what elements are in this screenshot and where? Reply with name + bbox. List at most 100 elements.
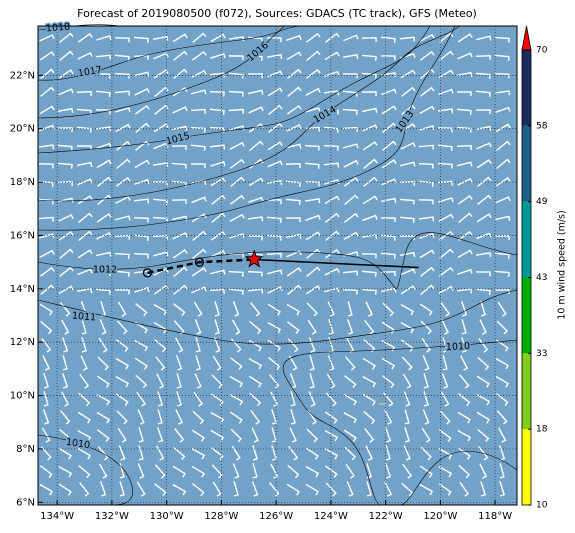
wind-barb bbox=[80, 355, 88, 371]
wind-barb bbox=[400, 141, 416, 150]
wind-barb bbox=[114, 72, 130, 79]
wind-barb bbox=[229, 375, 244, 388]
wind-barb bbox=[343, 231, 359, 241]
wind-barb bbox=[59, 248, 74, 260]
wind-barb bbox=[118, 445, 126, 461]
wind-barb bbox=[323, 109, 339, 115]
wind-barb bbox=[57, 162, 73, 169]
wind-barb bbox=[362, 393, 376, 406]
wind-barb bbox=[457, 33, 473, 43]
wind-barb bbox=[157, 409, 163, 425]
wind-barb bbox=[418, 162, 434, 169]
wind-barb bbox=[116, 158, 131, 170]
wind-barb bbox=[342, 54, 359, 60]
wind-barb bbox=[116, 320, 128, 335]
wind-barb bbox=[134, 286, 150, 293]
wind-barb bbox=[324, 70, 340, 77]
wind-barb bbox=[247, 235, 263, 241]
wind-barb bbox=[286, 51, 302, 61]
wind-barb bbox=[400, 268, 416, 276]
wind-barb bbox=[344, 356, 356, 371]
wind-barb bbox=[209, 127, 225, 133]
wind-barb bbox=[250, 409, 261, 425]
colorbar-tick-label: 43 bbox=[536, 273, 547, 283]
wind-barb bbox=[344, 446, 357, 461]
wind-barb bbox=[304, 144, 320, 151]
wind-barb bbox=[228, 90, 244, 97]
wind-barb bbox=[248, 358, 263, 370]
wind-barb bbox=[477, 356, 490, 371]
wind-barb bbox=[95, 271, 111, 277]
wind-barb bbox=[190, 144, 206, 151]
wind-barb bbox=[172, 249, 188, 259]
wind-barb bbox=[248, 89, 264, 95]
wind-barb bbox=[114, 270, 130, 277]
wind-barb bbox=[399, 36, 416, 42]
wind-barb bbox=[133, 54, 149, 60]
wind-barb bbox=[438, 285, 454, 294]
wind-barb bbox=[247, 73, 263, 79]
wind-barbs bbox=[38, 32, 511, 497]
wind-barb bbox=[211, 194, 226, 205]
wind-barb bbox=[458, 212, 473, 224]
wind-barb bbox=[382, 375, 395, 389]
wind-barb bbox=[193, 301, 203, 317]
wind-barb bbox=[364, 428, 375, 443]
wind-barb bbox=[361, 37, 377, 43]
wind-barb bbox=[423, 373, 429, 389]
wind-barb bbox=[345, 463, 355, 479]
wind-barb bbox=[475, 288, 491, 295]
wind-barb bbox=[248, 106, 264, 114]
wind-barb bbox=[267, 339, 281, 352]
wind-barb bbox=[117, 427, 127, 443]
wind-barb bbox=[495, 339, 509, 352]
wind-barb bbox=[233, 481, 239, 497]
wind-barb bbox=[41, 427, 51, 443]
wind-barb bbox=[115, 176, 131, 187]
wind-barb bbox=[362, 195, 378, 205]
wind-barb bbox=[305, 466, 320, 478]
y-tick-label: 12°N bbox=[10, 337, 35, 348]
wind-barb bbox=[494, 36, 510, 43]
wind-barb bbox=[380, 36, 396, 43]
wind-barb bbox=[266, 234, 282, 241]
wind-barb bbox=[286, 303, 301, 316]
colorbar-extend bbox=[521, 25, 532, 51]
wind-barb bbox=[304, 198, 321, 204]
wind-barb bbox=[114, 252, 130, 259]
wind-barb bbox=[62, 337, 69, 353]
wind-barb bbox=[306, 50, 321, 62]
wind-barb bbox=[57, 127, 73, 133]
wind-barb bbox=[76, 126, 92, 133]
wind-barb bbox=[494, 252, 510, 259]
wind-barb bbox=[457, 178, 473, 186]
wind-barb bbox=[479, 463, 488, 479]
y-tick-label: 16°N bbox=[10, 230, 35, 241]
wind-barb bbox=[422, 409, 430, 425]
wind-barb bbox=[307, 409, 317, 425]
wind-barb bbox=[77, 195, 93, 205]
wind-barb bbox=[342, 288, 358, 295]
wind-barb bbox=[232, 463, 240, 479]
wind-barb bbox=[476, 411, 490, 424]
wind-barb bbox=[287, 338, 299, 353]
wind-barb bbox=[286, 143, 302, 149]
wind-barb bbox=[285, 198, 301, 205]
wind-barb bbox=[458, 464, 471, 479]
wind-barb bbox=[494, 270, 510, 277]
wind-barb bbox=[343, 429, 357, 442]
wind-barb bbox=[362, 141, 378, 151]
wind-barb bbox=[476, 232, 492, 240]
wind-barb bbox=[249, 320, 262, 335]
wind-barb bbox=[133, 217, 149, 223]
wind-barb bbox=[305, 231, 321, 241]
wind-barb bbox=[209, 288, 225, 294]
wind-barb bbox=[458, 393, 471, 407]
wind-barb bbox=[324, 411, 338, 424]
wind-barb bbox=[77, 249, 93, 259]
x-tick-label: 132°W bbox=[95, 511, 129, 522]
wind-barb bbox=[172, 465, 186, 478]
wind-barb bbox=[362, 107, 378, 113]
wind-barb bbox=[475, 54, 491, 60]
